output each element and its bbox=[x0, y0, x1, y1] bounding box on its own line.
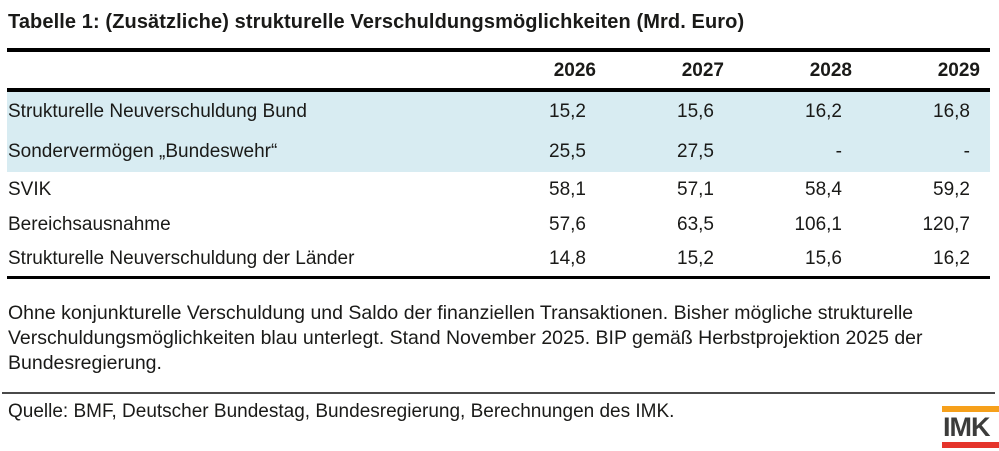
table-row-sondervermoegen-bundeswehr: Sondervermögen „Bundeswehr“ 25,5 27,5 - … bbox=[7, 131, 990, 172]
data-table: 2026 2027 2028 2029 Strukturelle Neuvers… bbox=[7, 48, 990, 279]
table-row-neuverschuldung-bund: Strukturelle Neuverschuldung Bund 15,2 1… bbox=[7, 90, 990, 131]
row-label: Strukturelle Neuverschuldung der Länder bbox=[8, 247, 355, 269]
cell-value: 15,2 bbox=[549, 100, 586, 122]
row-label: Bereichsausnahme bbox=[8, 213, 171, 235]
footnote-text: Ohne konjunkturelle Verschuldung und Sal… bbox=[8, 301, 923, 374]
table-title: Tabelle 1: (Zusätzliche) strukturelle Ve… bbox=[8, 11, 745, 33]
cell-value: 57,1 bbox=[677, 178, 714, 200]
cell-value: 58,4 bbox=[805, 178, 842, 200]
column-header-2027: 2027 bbox=[681, 60, 724, 81]
cell-value: - bbox=[835, 140, 842, 162]
imk-logo: IMK bbox=[942, 406, 999, 448]
cell-value: 15,2 bbox=[677, 247, 714, 269]
imk-logo-top-bar bbox=[942, 406, 999, 412]
table-row-neuverschuldung-laender: Strukturelle Neuverschuldung der Länder … bbox=[7, 242, 990, 277]
cell-value: 15,6 bbox=[677, 100, 714, 122]
cell-value: 120,7 bbox=[922, 213, 970, 235]
cell-value: - bbox=[963, 140, 970, 162]
column-header-2029: 2029 bbox=[937, 60, 980, 81]
source-line: Quelle: BMF, Deutscher Bundestag, Bundes… bbox=[8, 400, 675, 422]
cell-value: 58,1 bbox=[549, 178, 586, 200]
cell-value: 63,5 bbox=[677, 213, 714, 235]
row-label: Sondervermögen „Bundeswehr“ bbox=[8, 140, 278, 162]
cell-value: 59,2 bbox=[933, 178, 970, 200]
cell-value: 14,8 bbox=[549, 247, 586, 269]
source-divider bbox=[2, 391, 995, 394]
cell-value: 27,5 bbox=[677, 140, 714, 162]
imk-logo-bottom-bar bbox=[942, 442, 999, 448]
table-row-svik: SVIK 58,1 57,1 58,4 59,2 bbox=[7, 172, 990, 207]
corner-cell bbox=[7, 50, 478, 90]
table-row-bereichsausnahme: Bereichsausnahme 57,6 63,5 106,1 120,7 bbox=[7, 207, 990, 242]
cell-value: 16,2 bbox=[805, 100, 842, 122]
cell-value: 15,6 bbox=[805, 247, 842, 269]
cell-value: 25,5 bbox=[549, 140, 586, 162]
column-header-2026: 2026 bbox=[553, 60, 596, 81]
cell-value: 106,1 bbox=[794, 213, 842, 235]
imk-logo-text: IMK bbox=[943, 412, 991, 442]
column-header-2028: 2028 bbox=[809, 60, 852, 81]
header-row: 2026 2027 2028 2029 bbox=[7, 50, 990, 90]
cell-value: 16,2 bbox=[933, 247, 970, 269]
cell-value: 16,8 bbox=[933, 100, 970, 122]
row-label: SVIK bbox=[8, 178, 52, 200]
row-label: Strukturelle Neuverschuldung Bund bbox=[8, 100, 307, 122]
cell-value: 57,6 bbox=[549, 213, 586, 235]
